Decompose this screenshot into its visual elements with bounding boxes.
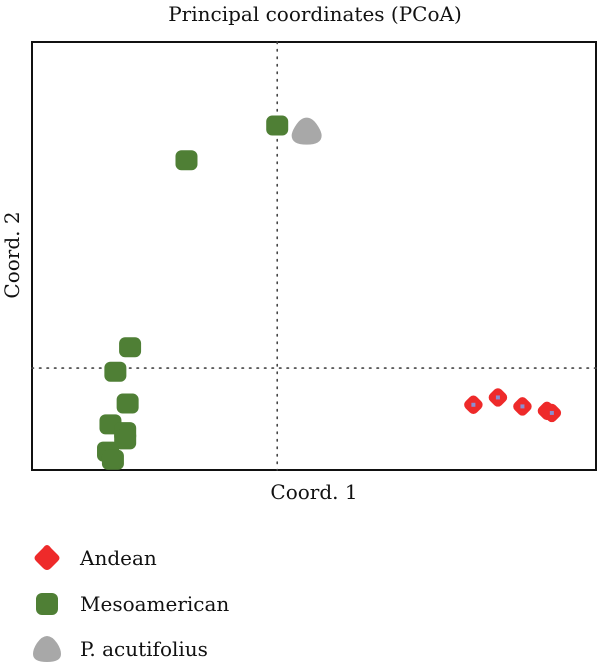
point-mesoamerican-1	[266, 115, 289, 136]
point-p-acutifolius-1	[291, 117, 322, 145]
point-mesoamerican-2	[175, 150, 198, 171]
andean-marker-icon	[34, 545, 60, 570]
point-andean-2	[488, 388, 508, 407]
p-acutifolius-marker-icon	[33, 636, 61, 662]
legend-label-p-acutifolius: P. acutifolius	[80, 637, 208, 661]
plot-frame	[31, 41, 597, 471]
point-mesoamerican-5	[116, 393, 139, 414]
y-axis-label: Coord. 2	[0, 211, 24, 299]
x-axis-label: Coord. 1	[270, 480, 358, 504]
point-mesoamerican-4	[104, 361, 127, 382]
point-andean-1	[464, 395, 483, 415]
legend-label-mesoamerican: Mesoamerican	[80, 592, 230, 616]
point-andean-3	[513, 397, 532, 416]
legend-item-p-acutifolius: P. acutifolius	[30, 633, 208, 665]
legend-item-andean: Andean	[30, 542, 157, 574]
point-andean-5	[542, 403, 562, 423]
legend-item-mesoamerican: Mesoamerican	[30, 588, 229, 620]
point-mesoamerican-10	[101, 449, 124, 470]
mesoamerican-marker-icon	[36, 593, 58, 615]
legend-label-andean: Andean	[80, 546, 157, 570]
chart-title: Principal coordinates (PCoA)	[168, 2, 462, 26]
point-mesoamerican-8	[114, 429, 137, 450]
point-mesoamerican-3	[119, 337, 142, 358]
